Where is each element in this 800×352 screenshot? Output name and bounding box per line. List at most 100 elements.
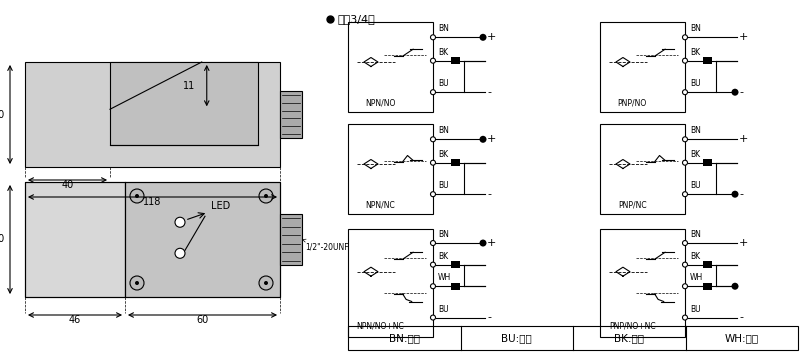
Circle shape: [682, 240, 687, 246]
Circle shape: [175, 217, 185, 227]
Circle shape: [682, 284, 687, 289]
Text: 118: 118: [143, 197, 162, 207]
Circle shape: [430, 192, 435, 197]
Text: PNP/NO: PNP/NO: [618, 99, 647, 107]
Text: BN: BN: [438, 24, 449, 33]
Circle shape: [430, 90, 435, 95]
Bar: [451, 261, 460, 268]
Text: -: -: [487, 87, 491, 97]
Circle shape: [682, 137, 687, 142]
Text: BN:棕色: BN:棕色: [389, 333, 420, 343]
Text: BU:兰色: BU:兰色: [502, 333, 532, 343]
Text: 46: 46: [69, 315, 81, 325]
Text: +: +: [739, 32, 748, 42]
Text: +: +: [739, 238, 748, 248]
Circle shape: [430, 315, 435, 320]
Text: BN: BN: [690, 24, 701, 33]
Text: WH:白色: WH:白色: [725, 333, 759, 343]
Circle shape: [430, 160, 435, 165]
Text: BK: BK: [438, 150, 448, 159]
Text: 60: 60: [196, 315, 209, 325]
Text: +: +: [487, 134, 496, 144]
Text: +: +: [739, 134, 748, 144]
Circle shape: [682, 262, 687, 267]
Circle shape: [479, 34, 486, 41]
Text: NPN/NC: NPN/NC: [366, 201, 395, 209]
Circle shape: [430, 137, 435, 142]
Text: BU: BU: [438, 79, 449, 88]
Bar: [703, 283, 712, 290]
Bar: [600, 229, 685, 337]
Circle shape: [259, 189, 273, 203]
Text: BU: BU: [438, 304, 449, 314]
Circle shape: [731, 89, 738, 96]
Text: 1/2"-20UNF: 1/2"-20UNF: [302, 239, 349, 252]
Circle shape: [264, 281, 268, 285]
Text: -: -: [487, 313, 491, 322]
Text: BK:黑色: BK:黑色: [614, 333, 644, 343]
Bar: [348, 326, 798, 350]
Bar: [280, 92, 302, 138]
Text: -: -: [739, 189, 743, 199]
Circle shape: [175, 248, 185, 258]
Text: BN: BN: [690, 230, 701, 239]
Text: -: -: [739, 87, 743, 97]
Text: BK: BK: [438, 48, 448, 57]
Bar: [280, 214, 302, 265]
Text: BU: BU: [690, 79, 701, 88]
Text: LED: LED: [211, 201, 230, 211]
Bar: [703, 57, 712, 64]
Bar: [25, 182, 125, 297]
Circle shape: [731, 191, 738, 198]
Text: BU: BU: [690, 304, 701, 314]
Text: -: -: [487, 189, 491, 199]
Circle shape: [135, 194, 139, 198]
Text: 40: 40: [0, 234, 5, 245]
Text: WH: WH: [690, 273, 703, 282]
Bar: [451, 57, 460, 64]
Text: +: +: [487, 32, 496, 42]
Circle shape: [430, 35, 435, 40]
Circle shape: [682, 58, 687, 63]
Text: PNP/NC: PNP/NC: [618, 201, 646, 209]
Text: BK: BK: [690, 48, 700, 57]
Circle shape: [430, 284, 435, 289]
Circle shape: [479, 240, 486, 246]
Text: NPN/NO: NPN/NO: [365, 99, 395, 107]
Circle shape: [682, 315, 687, 320]
Text: BU: BU: [438, 181, 449, 190]
Circle shape: [130, 189, 144, 203]
Text: 11: 11: [182, 81, 195, 90]
Bar: [703, 261, 712, 268]
Bar: [348, 22, 433, 112]
Text: 40: 40: [62, 180, 74, 190]
Circle shape: [682, 192, 687, 197]
Text: 直冁3/4线: 直冁3/4线: [338, 14, 376, 24]
Bar: [451, 159, 460, 166]
Circle shape: [130, 276, 144, 290]
Text: +: +: [487, 238, 496, 248]
Bar: [451, 283, 460, 290]
Circle shape: [264, 194, 268, 198]
Circle shape: [430, 240, 435, 246]
Text: BN: BN: [438, 230, 449, 239]
Bar: [125, 182, 280, 297]
Circle shape: [682, 35, 687, 40]
Circle shape: [682, 90, 687, 95]
Text: BK: BK: [690, 150, 700, 159]
Circle shape: [259, 276, 273, 290]
Bar: [703, 159, 712, 166]
Text: BK: BK: [438, 252, 448, 260]
Circle shape: [430, 58, 435, 63]
Bar: [110, 62, 258, 145]
Bar: [348, 229, 433, 337]
Circle shape: [430, 262, 435, 267]
Text: BN: BN: [690, 126, 701, 135]
Text: BN: BN: [438, 126, 449, 135]
Circle shape: [682, 160, 687, 165]
Bar: [600, 124, 685, 214]
Text: NPN/NO+NC: NPN/NO+NC: [357, 322, 404, 331]
Bar: [25, 182, 280, 297]
Text: BU: BU: [690, 181, 701, 190]
Circle shape: [135, 281, 139, 285]
